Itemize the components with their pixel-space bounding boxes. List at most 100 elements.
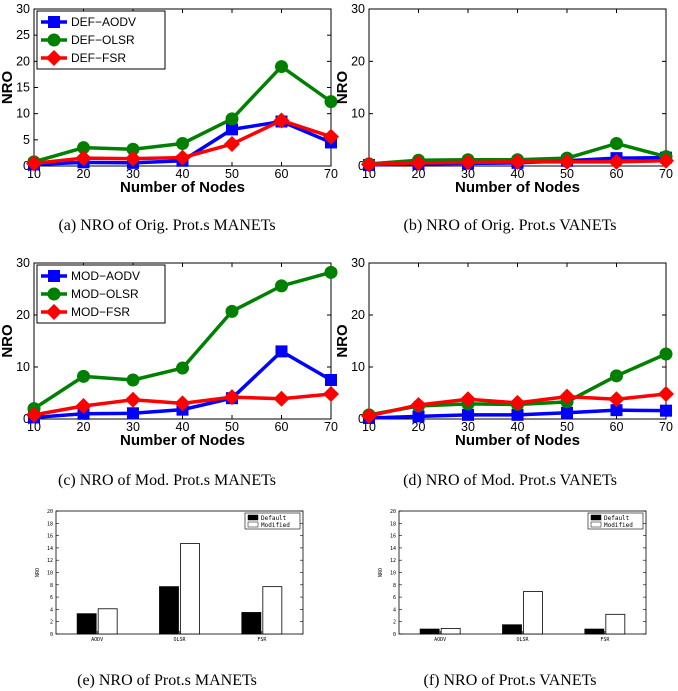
x-tick-label: 70 [324, 420, 338, 434]
legend-swatch [590, 514, 602, 521]
legend-label: DEF−AODV [71, 15, 136, 29]
bar-modified [605, 613, 626, 635]
data-point [511, 408, 524, 421]
data-point [460, 154, 476, 171]
data-point [127, 407, 139, 420]
y-tick-label: 30 [351, 256, 365, 270]
y-tick-label: 20 [351, 54, 365, 68]
data-point [174, 395, 191, 412]
y-tick-label: 6 [393, 595, 396, 601]
data-point [658, 386, 674, 403]
caption-a: (a) NRO of Orig. Prot.s MANETs [58, 217, 275, 234]
y-tick-label: 0 [358, 159, 365, 173]
data-point [410, 396, 427, 413]
x-tick-label: 20 [77, 420, 91, 434]
y-tick-label: 20 [351, 308, 365, 322]
y-tick-label: 14 [390, 546, 396, 552]
legend-label: DEF−OLSR [71, 33, 135, 47]
caption-f: (f) NRO of Prot.s VANETs [424, 672, 597, 689]
data-point [610, 404, 623, 417]
legend-label: Modified [604, 522, 633, 529]
data-point [176, 361, 189, 375]
data-point [77, 369, 90, 383]
y-tick-label: 10 [47, 571, 53, 577]
y-tick-label: 25 [16, 28, 30, 42]
data-point [126, 373, 140, 387]
data-point [410, 154, 427, 171]
y-tick-label: 10 [351, 107, 365, 121]
data-point [225, 304, 239, 318]
y-tick-label: 0 [23, 159, 30, 173]
y-tick-label: 18 [47, 521, 53, 527]
x-axis-label: Number of Nodes [120, 432, 245, 449]
y-tick-label: 10 [351, 360, 365, 374]
x-axis-label: Number of Nodes [120, 179, 245, 196]
y-tick-label: 6 [50, 595, 53, 601]
data-point [608, 391, 625, 408]
data-point [275, 60, 288, 74]
data-point [176, 136, 189, 150]
bar-default [159, 586, 179, 635]
y-tick-label: 15 [16, 81, 30, 95]
y-tick-label: 0 [358, 412, 365, 426]
legend-marker [47, 33, 61, 47]
x-tick-label: 40 [511, 420, 525, 434]
data-point [125, 150, 141, 167]
x-tick-label: 50 [560, 167, 574, 181]
legend-marker [48, 16, 60, 28]
y-tick-label: 2 [50, 620, 53, 626]
y-tick-label: 16 [47, 534, 53, 540]
data-point [323, 386, 339, 403]
x-tick-label: 20 [412, 167, 426, 181]
legend-label: MOD−OLSR [71, 287, 139, 301]
y-tick-label: 10 [16, 360, 30, 374]
y-tick-label: 18 [390, 521, 396, 527]
caption-d: (d) NRO of Mod. Prot.s VANETs [403, 472, 617, 489]
x-tick-label: FSR [600, 637, 610, 643]
x-tick-label: 50 [225, 420, 239, 434]
data-point [325, 374, 337, 386]
legend-label: Default [604, 515, 630, 522]
x-tick-label: AODV [434, 637, 446, 643]
data-point [610, 369, 623, 383]
legend-swatch [590, 521, 602, 528]
x-axis-label: Number of Nodes [455, 179, 580, 196]
data-point [660, 404, 672, 417]
x-tick-label: 60 [610, 420, 624, 434]
data-point [273, 390, 290, 407]
data-point [412, 410, 425, 423]
chart-e: 0 2 4 6 8 10 12 14 16 18 20 NRO AODV OLSR FSR DefaultMo… [35, 509, 304, 643]
y-tick-label: 4 [393, 607, 396, 613]
data-point [225, 112, 239, 126]
x-tick-label: 30 [461, 167, 475, 181]
data-point [275, 279, 288, 293]
x-tick-label: 50 [225, 167, 239, 181]
x-tick-label: 30 [126, 167, 140, 181]
y-tick-label: 20 [16, 308, 30, 322]
data-point [77, 141, 90, 155]
legend-label: Default [261, 515, 287, 522]
x-tick-label: 60 [275, 167, 289, 181]
bar-default [76, 613, 97, 635]
data-point [324, 265, 338, 279]
data-point [75, 398, 92, 414]
y-tick-label: 14 [47, 546, 53, 552]
y-tick-label: 2 [393, 620, 396, 626]
x-tick-label: 10 [27, 420, 41, 434]
data-point [361, 407, 377, 424]
data-point [608, 153, 625, 170]
data-point [226, 123, 238, 136]
x-tick-label: 70 [324, 167, 338, 181]
data-point [224, 136, 240, 153]
x-tick-label: 40 [511, 167, 525, 181]
data-point [26, 155, 42, 172]
y-tick-label: 5 [23, 133, 30, 147]
y-tick-label: 12 [47, 558, 53, 564]
y-axis-label: NRO [35, 568, 41, 577]
x-tick-label: 30 [461, 420, 475, 434]
x-tick-label: 60 [275, 420, 289, 434]
data-point [174, 149, 191, 166]
